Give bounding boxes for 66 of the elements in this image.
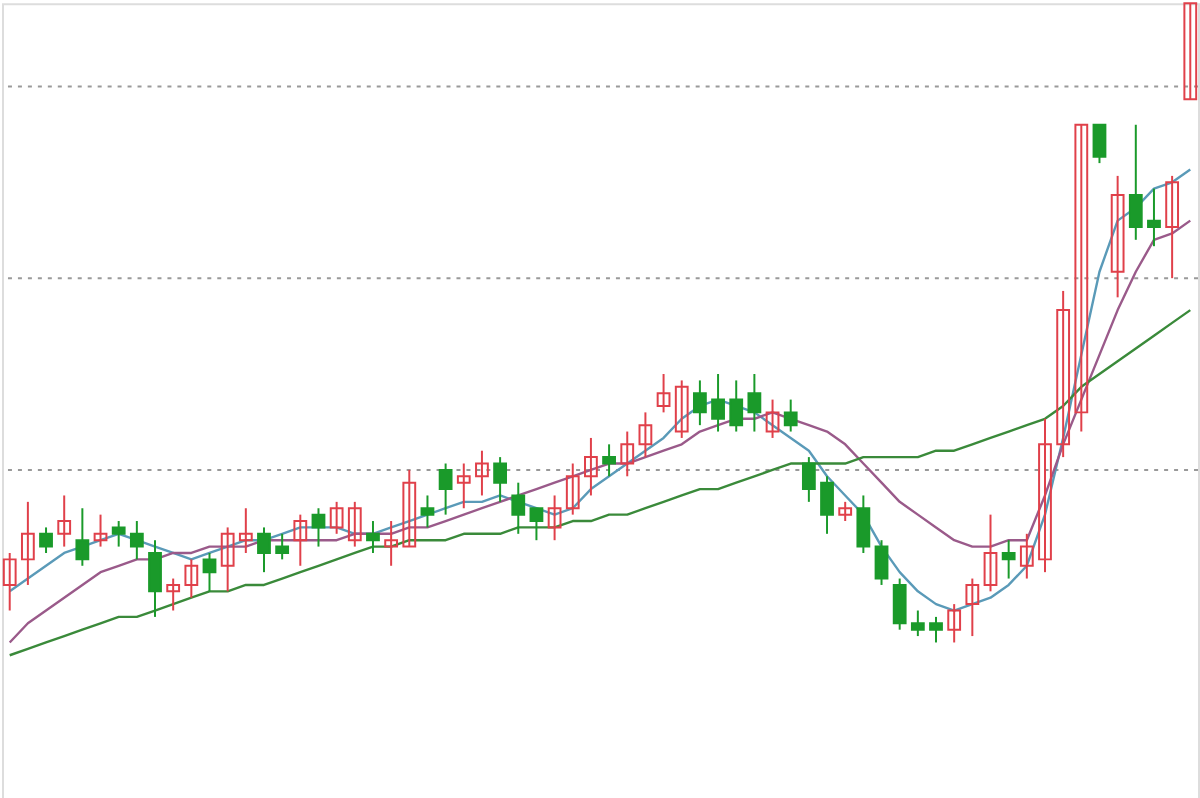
candlestick <box>1183 2 1198 101</box>
candlestick <box>620 430 635 478</box>
candlestick <box>1128 123 1143 241</box>
candlestick <box>1165 174 1180 280</box>
candlestick <box>184 558 199 599</box>
candlestick <box>801 456 816 503</box>
candlestick <box>729 379 744 433</box>
candlestick <box>874 539 889 586</box>
candlestick <box>93 513 108 548</box>
candlestick <box>929 615 943 644</box>
candlestick <box>111 520 126 548</box>
candlestick <box>1001 539 1016 580</box>
candlestick <box>257 526 271 574</box>
candlestick <box>39 526 53 554</box>
candlestick <box>366 520 380 554</box>
candlestick <box>238 507 253 554</box>
candlestick <box>692 379 707 427</box>
candlestick <box>511 481 526 535</box>
candlestick <box>765 398 780 439</box>
candlestick <box>529 507 544 542</box>
candlestick <box>983 513 998 593</box>
candlestick <box>1074 123 1089 433</box>
candlestick <box>638 411 653 459</box>
candlestick <box>2 551 17 612</box>
candlestick <box>347 500 362 548</box>
candlestick <box>75 507 90 567</box>
candlestick <box>1019 532 1034 580</box>
candlestick <box>493 456 508 503</box>
candlestick <box>565 462 580 516</box>
candlestick <box>311 507 326 548</box>
candlestick <box>329 500 344 535</box>
candlestick <box>965 577 980 638</box>
candlestick <box>275 532 290 561</box>
candlestick <box>20 500 35 586</box>
candlestick <box>1056 289 1071 459</box>
candlestick <box>820 475 834 535</box>
candlestick <box>856 494 871 554</box>
candlestick <box>438 462 453 516</box>
candlestick <box>293 513 308 567</box>
candlestick <box>57 494 72 548</box>
candlestick <box>892 577 907 631</box>
candlestick <box>202 551 217 593</box>
candlestick <box>674 379 689 439</box>
candlestick <box>1147 187 1161 248</box>
candlestick <box>602 443 616 478</box>
candlestick <box>402 468 417 548</box>
candlestick <box>220 526 235 593</box>
candlestick <box>947 603 962 644</box>
candlestick <box>910 609 925 638</box>
candlestick <box>420 494 435 529</box>
candlestick <box>584 436 598 497</box>
candlestick <box>475 449 489 497</box>
candlestick <box>456 462 471 510</box>
candlestick <box>547 494 562 542</box>
candlestick <box>1092 123 1107 165</box>
candlestick <box>656 373 671 414</box>
candlestick <box>1110 174 1125 299</box>
candlestick <box>711 373 725 433</box>
candlestick <box>747 373 762 433</box>
candlestick <box>166 577 181 612</box>
candlestick <box>783 398 798 433</box>
candlestick <box>1038 417 1052 574</box>
candlestick <box>148 539 162 618</box>
candlestick <box>384 520 399 567</box>
candlestick <box>129 520 144 561</box>
candlestick <box>838 500 853 523</box>
